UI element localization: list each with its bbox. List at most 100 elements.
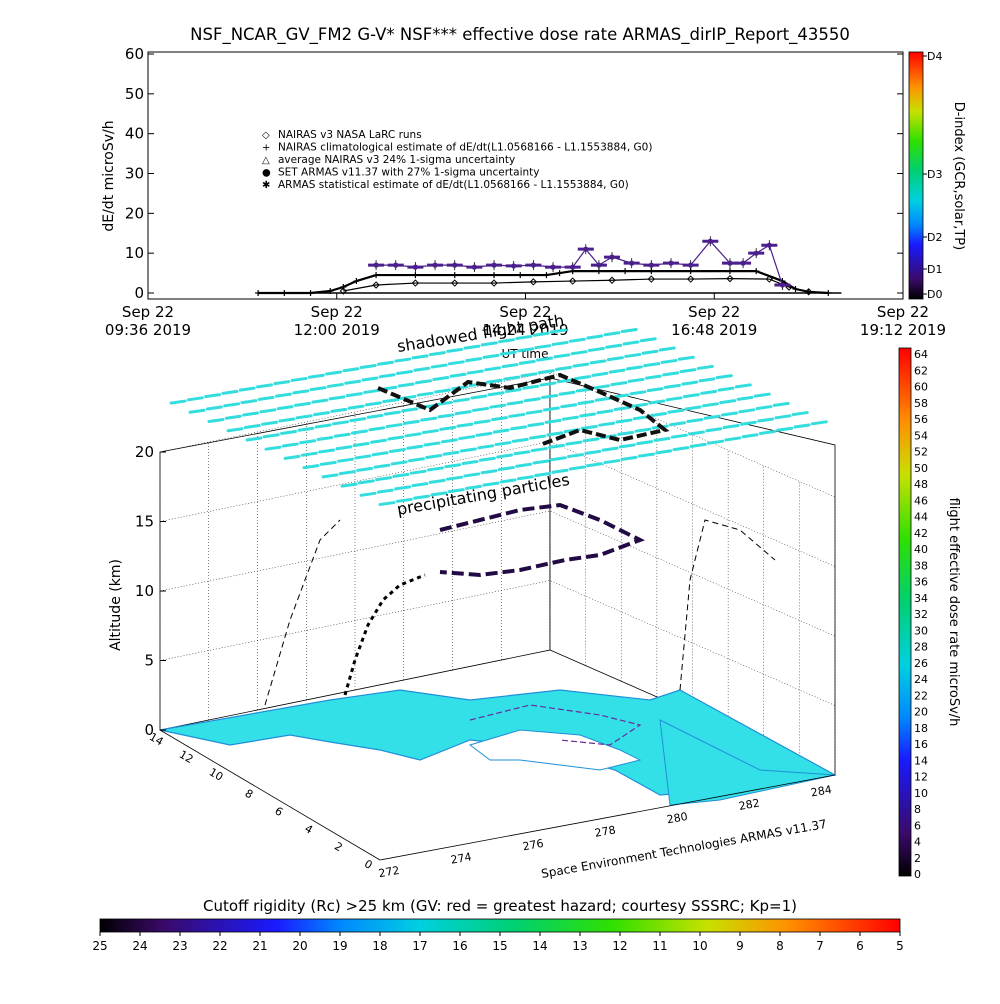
y-floor-tick: 8 bbox=[243, 787, 256, 802]
particle-mark bbox=[705, 427, 723, 433]
particle-mark bbox=[434, 388, 452, 394]
particle-mark bbox=[259, 408, 277, 414]
x-tick-label-date: Sep 22 bbox=[877, 303, 929, 321]
particle-mark bbox=[646, 387, 664, 393]
particle-mark bbox=[715, 374, 733, 380]
nairas-plus-marker bbox=[327, 288, 334, 295]
nairas-diamond-marker bbox=[529, 278, 538, 286]
particle-mark bbox=[404, 432, 422, 438]
particle-mark bbox=[333, 432, 351, 438]
x-tick-label-time: 12:00 2019 bbox=[294, 321, 380, 339]
particle-mark bbox=[383, 410, 401, 416]
dose-tick-label: 0 bbox=[914, 868, 921, 881]
shadowed-track bbox=[377, 372, 670, 447]
particle-mark bbox=[463, 344, 481, 350]
particle-mark bbox=[332, 420, 349, 426]
legend-symbol: ✱ bbox=[262, 180, 270, 191]
flight-track bbox=[439, 502, 645, 578]
particle-mark bbox=[439, 425, 457, 431]
particle-mark bbox=[430, 491, 448, 497]
particle-mark bbox=[437, 413, 455, 419]
particle-mark bbox=[598, 421, 616, 427]
x-tick-label-time: 09:36 2019 bbox=[105, 321, 191, 339]
nairas-plus-marker bbox=[622, 268, 629, 275]
particle-mark bbox=[311, 398, 329, 404]
particle-mark bbox=[534, 344, 552, 350]
particle-mark bbox=[561, 415, 579, 421]
x-floor-tick: 278 bbox=[594, 823, 617, 839]
cutoff-tick-label: 12 bbox=[612, 939, 627, 953]
particle-mark bbox=[465, 484, 482, 490]
y-axis-ticks: 0 10 20 30 40 50 60 bbox=[125, 45, 903, 302]
x-tick-label-time: 19:12 2019 bbox=[860, 321, 946, 339]
nairas-larc-line bbox=[343, 278, 809, 293]
armas-point bbox=[688, 262, 694, 268]
particle-mark bbox=[243, 424, 261, 430]
particle-mark bbox=[650, 411, 668, 417]
particle-mark bbox=[345, 392, 363, 398]
armas-point bbox=[452, 262, 458, 268]
particle-mark bbox=[758, 429, 776, 435]
particle-mark bbox=[335, 445, 353, 451]
precipitating-particles bbox=[169, 328, 828, 507]
particle-mark bbox=[738, 408, 756, 414]
nairas-diamond-marker bbox=[686, 275, 695, 283]
nairas-diamond-marker bbox=[568, 277, 577, 285]
particle-mark bbox=[677, 355, 695, 361]
particle-mark bbox=[653, 436, 671, 442]
particle-mark bbox=[280, 429, 298, 435]
particle-mark bbox=[724, 436, 742, 442]
armas-point bbox=[432, 262, 438, 268]
nairas-diamond-marker bbox=[608, 276, 616, 284]
particle-mark bbox=[669, 421, 687, 427]
dose-tick-label: 22 bbox=[914, 689, 928, 702]
particle-mark bbox=[466, 369, 484, 375]
particle-mark bbox=[568, 337, 586, 343]
particle-mark bbox=[663, 383, 681, 389]
particle-mark bbox=[555, 365, 573, 371]
particle-mark bbox=[551, 340, 569, 346]
particle-mark bbox=[667, 408, 685, 414]
particle-mark bbox=[620, 328, 638, 334]
particle-mark bbox=[639, 337, 657, 343]
particle-mark bbox=[548, 443, 566, 449]
particle-mark bbox=[629, 390, 647, 396]
particle-mark bbox=[435, 400, 453, 406]
cutoff-tick-label: 10 bbox=[692, 939, 707, 953]
particle-mark bbox=[278, 417, 296, 423]
dose-tick-label: 52 bbox=[914, 446, 928, 459]
nairas-diamond-marker bbox=[490, 279, 498, 287]
armas-point bbox=[707, 238, 713, 244]
particle-mark bbox=[223, 402, 241, 408]
particle-mark bbox=[681, 380, 699, 386]
particle-mark bbox=[389, 447, 406, 453]
particle-mark bbox=[689, 442, 707, 448]
particle-mark bbox=[480, 469, 498, 475]
legend: ◇ NAIRAS v3 NASA LaRC runs + NAIRAS climato… bbox=[262, 129, 652, 191]
particle-mark bbox=[586, 334, 604, 340]
particle-mark bbox=[378, 501, 396, 507]
particle-mark bbox=[302, 464, 320, 470]
y-floor-tick: 10 bbox=[207, 766, 226, 784]
particle-mark bbox=[525, 409, 543, 415]
y-axis-label: dE/dt microSv/h bbox=[101, 120, 117, 231]
legend-label: average NAIRAS v3 24% 1-sigma uncertaint… bbox=[278, 154, 515, 166]
cutoff-tick-label: 21 bbox=[252, 939, 267, 953]
particle-mark bbox=[577, 400, 595, 406]
particle-mark bbox=[696, 364, 714, 370]
particle-mark bbox=[499, 478, 517, 484]
dose-tick-label: 2 bbox=[914, 852, 921, 865]
particle-mark bbox=[608, 368, 626, 374]
nairas-diamond-marker bbox=[372, 281, 380, 289]
particle-mark bbox=[344, 379, 362, 385]
nairas-plus-marker bbox=[373, 272, 380, 279]
particle-mark bbox=[361, 376, 379, 382]
particle-mark bbox=[625, 365, 643, 371]
particle-mark bbox=[411, 482, 429, 488]
cutoff-tick-label: 11 bbox=[652, 939, 667, 953]
dose-tick-label: 46 bbox=[914, 494, 928, 507]
particle-mark bbox=[570, 350, 588, 356]
particle-mark bbox=[551, 468, 569, 474]
particle-mark bbox=[679, 368, 697, 374]
